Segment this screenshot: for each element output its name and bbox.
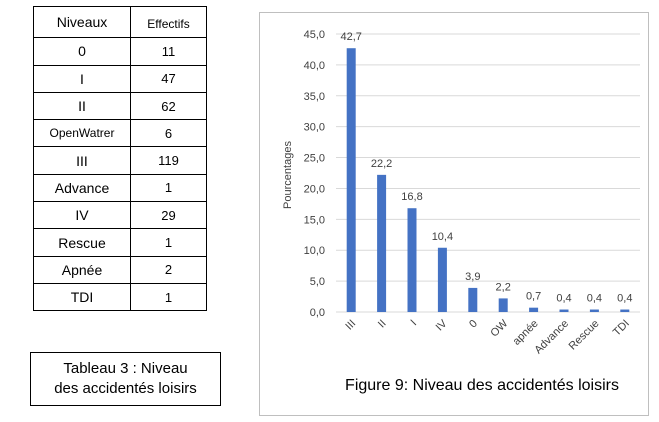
value-label: 2,2 [496,281,511,293]
y-tick-label: 15,0 [304,214,325,226]
x-tick-label: II [376,318,389,331]
x-tick-label: IV [434,317,450,333]
table-row: Apnée 2 [33,255,207,284]
y-tick-label: 5,0 [310,276,325,288]
figure-caption: Figure 9: Niveau des accidentés loisirs [345,377,619,394]
table-cell: 6 [130,119,207,148]
x-tick-label: I [408,318,419,329]
x-tick-label: Advance [532,318,571,357]
header-cell: Effectifs [130,5,207,39]
bar [498,298,508,312]
value-label: 0,4 [587,293,602,305]
y-axis-title: Pourcentages [282,141,294,209]
table-cell: III [33,146,131,175]
y-tick-label: 35,0 [304,91,325,103]
value-label: 42,7 [340,31,361,43]
value-label: 0,4 [617,293,632,305]
bar [468,287,478,312]
y-tick-label: 40,0 [304,60,325,72]
table-cell: TDI [33,282,131,312]
bar [346,48,356,312]
x-tick-label: III [343,318,358,333]
x-tick-label: 0 [467,318,480,331]
table-cell: Advance [33,173,131,203]
x-tick-label: OW [488,317,510,339]
table-cell: 47 [130,64,207,93]
table-row: Niveaux Effectifs [33,5,207,39]
chart-frame [259,12,649,416]
table-caption: Tableau 3 : Niveau des accidentés loisir… [54,360,197,397]
table-cell: II [33,91,131,121]
levels-table: Niveaux Effectifs 0 11 I 47 II 62 OpenWatrer 6 III… [33,5,207,312]
table-row: TDI 1 [33,282,207,312]
y-tick-label: 10,0 [304,245,325,257]
bar [559,309,569,312]
header-cell: Niveaux [33,5,131,39]
y-tick-label: 30,0 [304,122,325,134]
table-cell: 1 [130,282,207,312]
table-caption-box: Tableau 3 : Niveau des accidentés loisir… [30,352,221,406]
y-tick-label: 20,0 [304,183,325,195]
x-tick-label: Rescue [567,318,602,353]
bar [407,208,417,312]
value-label: 3,9 [465,271,480,283]
x-tick-label: TDI [611,318,632,339]
table-row: Advance 1 [33,173,207,203]
bar [437,247,447,312]
y-tick-label: 45,0 [304,29,325,41]
value-label: 10,4 [432,231,453,243]
table-cell: Apnée [33,255,131,284]
bar [589,309,599,312]
bar [377,174,387,312]
table-cell: I [33,64,131,93]
value-label: 22,2 [371,158,392,170]
value-label: 0,7 [526,291,541,303]
value-label: 0,4 [556,293,571,305]
bar [620,309,630,312]
table-row: I 47 [33,64,207,93]
y-tick-label: 25,0 [304,153,325,165]
y-tick-label: 0,0 [310,307,325,319]
value-label: 16,8 [401,191,422,203]
table-cell: 2 [130,255,207,284]
bar [529,307,539,312]
